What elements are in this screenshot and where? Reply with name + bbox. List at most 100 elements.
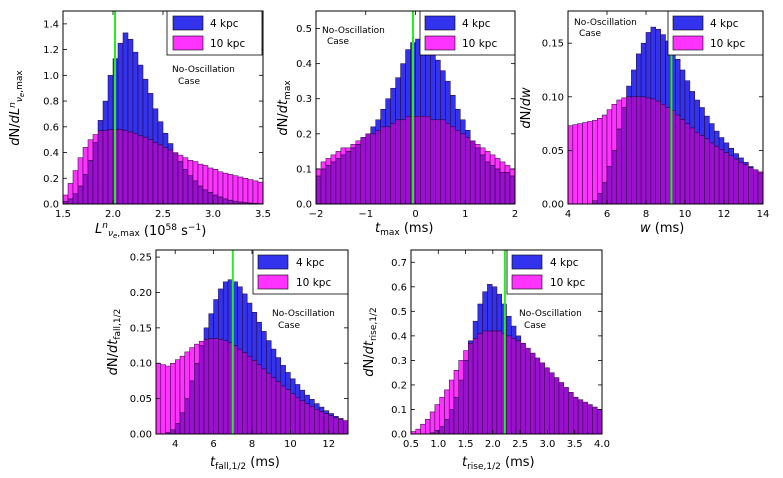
bar-10kpc: [621, 97, 627, 108]
bar-overlap: [440, 119, 446, 205]
bar-overlap: [499, 172, 506, 205]
bar-10kpc: [165, 365, 171, 433]
bar-overlap: [237, 348, 243, 435]
bar-10kpc: [577, 123, 583, 205]
y-tick-label: 0.05: [130, 394, 152, 405]
y-axis-label: dN/dtfall,1/2: [106, 309, 123, 376]
bar-4kpc: [660, 34, 666, 105]
legend-swatch-4kpc: [511, 254, 543, 270]
bar-overlap: [573, 396, 579, 435]
bar-4kpc: [333, 416, 339, 418]
legend-label-4kpc: 4 kpc: [296, 257, 325, 269]
bar-overlap: [704, 138, 710, 205]
legend: 4 kpc 10 kpc: [166, 10, 263, 56]
x-tick-label: 3.5: [255, 209, 271, 220]
bar-overlap: [167, 149, 174, 205]
bar-overlap: [162, 147, 169, 205]
bar-overlap: [444, 419, 450, 435]
bar-4kpc: [147, 93, 154, 140]
annotation-line2: Case: [327, 37, 349, 47]
bar-4kpc: [132, 51, 139, 134]
bar-4kpc: [506, 315, 512, 337]
bar-4kpc: [694, 99, 700, 133]
y-tick-label: 0.10: [542, 92, 564, 103]
bar-overlap: [340, 154, 347, 205]
legend-label-10kpc: 10 kpc: [550, 277, 585, 289]
y-tick-label: 0.5: [391, 307, 407, 318]
bar-overlap: [217, 196, 224, 205]
x-tick-label: 3.5: [567, 439, 583, 450]
y-tick-label: 0.6: [391, 282, 407, 293]
bar-10kpc: [62, 194, 69, 202]
bar-overlap: [675, 114, 681, 205]
bar-overlap: [152, 141, 159, 205]
bar-overlap: [67, 198, 74, 205]
bar-4kpc: [631, 69, 637, 98]
bar-4kpc: [472, 320, 479, 339]
bar-overlap: [660, 104, 666, 205]
bar-overlap: [665, 107, 671, 205]
plot-frame: [410, 249, 603, 435]
bar-overlap: [489, 165, 496, 205]
legend: 4 kpc 10 kpc: [667, 10, 764, 56]
bar-overlap: [192, 180, 199, 205]
bar-overlap: [468, 342, 474, 435]
annotation-line1: No-Oscillation: [272, 309, 335, 319]
bar-4kpc: [679, 69, 686, 120]
annotation-line1: No-Oscillation: [172, 65, 235, 75]
bar-10kpc: [458, 360, 464, 381]
bar-10kpc: [499, 161, 506, 173]
bar-overlap: [568, 392, 574, 435]
bar-overlap: [157, 144, 164, 205]
bar-overlap: [325, 165, 332, 205]
bar-4kpc: [465, 130, 471, 138]
bar-overlap: [184, 398, 190, 435]
bar-4kpc: [640, 42, 647, 98]
bar-overlap: [207, 192, 214, 205]
bar-overlap: [400, 119, 406, 205]
x-tick-label: 0.5: [403, 439, 419, 450]
y-tick-label: 0.6: [43, 122, 59, 133]
bar-overlap: [187, 175, 194, 205]
plot-frame: [567, 10, 764, 205]
bar-overlap: [189, 380, 195, 435]
legend-label-10kpc: 10 kpc: [210, 38, 245, 50]
bar-overlap: [117, 129, 124, 205]
y-tick-label: 0.1: [296, 164, 312, 175]
bar-overlap: [748, 167, 754, 205]
bar-4kpc: [375, 119, 381, 131]
bar-4kpc: [395, 77, 401, 121]
bar-overlap: [616, 128, 622, 205]
legend-label-4kpc: 4 kpc: [462, 18, 491, 30]
bar-4kpc: [309, 399, 315, 407]
bar-4kpc: [314, 403, 320, 410]
bar-overlap: [275, 381, 282, 435]
x-axis-label: w (ms): [640, 221, 684, 236]
bar-4kpc: [723, 142, 730, 153]
legend-label-4kpc: 4 kpc: [710, 18, 739, 30]
bar-4kpc: [290, 378, 296, 394]
bar-4kpc: [270, 348, 277, 378]
bar-overlap: [549, 372, 555, 435]
bar-4kpc: [117, 42, 124, 130]
bar-overlap: [202, 189, 209, 205]
bar-overlap: [92, 141, 99, 205]
bar-overlap: [445, 123, 451, 205]
bar-overlap: [170, 429, 176, 435]
bar-10kpc: [170, 362, 176, 431]
bar-10kpc: [611, 104, 617, 151]
bar-overlap: [390, 123, 396, 205]
bar-overlap: [137, 135, 144, 205]
bar-4kpc: [256, 321, 262, 365]
bar-4kpc: [218, 288, 224, 340]
bar-overlap: [655, 100, 661, 205]
bar-4kpc: [450, 94, 456, 128]
x-tick-label: 4: [172, 439, 178, 450]
bar-overlap: [380, 126, 386, 205]
bar-10kpc: [601, 114, 608, 183]
bar-4kpc: [487, 284, 493, 332]
bar-overlap: [294, 396, 301, 435]
y-tick-label: 0.3: [391, 356, 407, 367]
chart-w: 4 6 8 10 12 14 0.00 0.05 0.10 0.15 No-Oscillation…: [519, 10, 769, 236]
bar-10kpc: [257, 181, 264, 204]
